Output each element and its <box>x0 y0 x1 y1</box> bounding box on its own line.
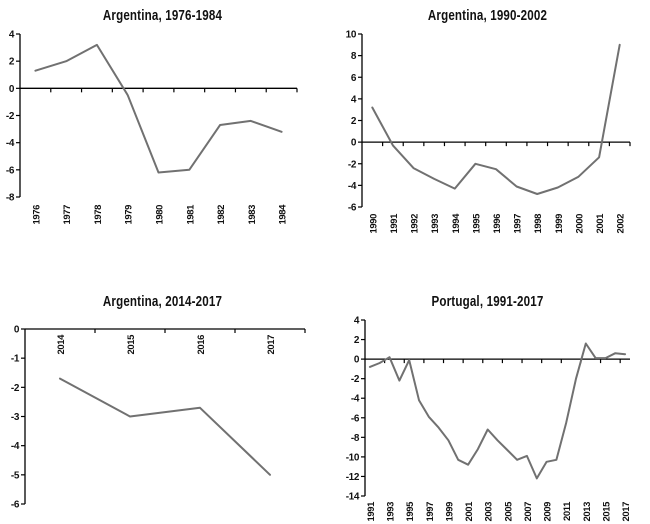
y-tick-label: -5 <box>11 470 20 481</box>
y-tick-label: 2 <box>9 57 15 68</box>
x-tick-label: 1996 <box>492 214 503 234</box>
y-tick-label: -3 <box>11 412 20 423</box>
data-series-line <box>59 377 271 476</box>
line-chart-argentina-1976-1984: 4 2 0 -2 -4 -6 -8 1976 1977 1978 1979 1980 1981 1982 1… <box>6 30 298 225</box>
line-chart-argentina-1990-2002: 10 8 6 4 2 0 -2 -4 -6 1990 1991 1992 1993 1994 1995 199… <box>346 30 631 234</box>
y-tick-label: 2 <box>351 116 357 127</box>
x-tick-label: 2002 <box>616 214 627 234</box>
x-tick-label: 2000 <box>574 214 585 234</box>
x-tick-label: 2003 <box>484 502 495 522</box>
x-tick-label: 2001 <box>464 501 475 522</box>
x-tick-label: 1978 <box>93 205 104 225</box>
y-tick-label: -10 <box>346 452 360 463</box>
y-tick-label: -6 <box>6 165 15 176</box>
chart-title: Argentina, 1990-2002 <box>427 8 548 24</box>
x-tick-label: 2001 <box>595 213 606 234</box>
x-tick-label: 1998 <box>533 214 544 234</box>
y-tick-label: -2 <box>351 374 360 385</box>
x-tick-label: 1999 <box>554 214 565 234</box>
y-tick-label: 4 <box>351 94 357 105</box>
y-tick-label: 6 <box>351 73 357 84</box>
y-tick-label: -14 <box>346 492 360 503</box>
x-tick-label: 1995 <box>405 501 416 522</box>
x-tick-label: 1981 <box>185 204 196 225</box>
x-tick-label: 2016 <box>196 335 207 355</box>
chart-panel-argentina-1976-1984: Argentina, 1976-1984 4 2 0 -2 -4 -6 -8 1976 1977… <box>0 0 325 262</box>
y-tick-label: -8 <box>351 433 360 444</box>
x-tick-label: 1997 <box>513 214 524 234</box>
y-tick-label: -2 <box>348 159 357 170</box>
y-tick-label: 0 <box>14 325 20 336</box>
chart-title: Argentina, 2014-2017 <box>102 294 223 310</box>
y-tick-label: -6 <box>348 203 357 214</box>
chart-title: Argentina, 1976-1984 <box>102 8 223 24</box>
x-tick-label: 1979 <box>124 205 135 225</box>
line-chart-argentina-2014-2017: 0 -1 -2 -3 -4 -5 -6 2014 2015 2016 2017 <box>11 325 306 511</box>
y-tick-label: 4 <box>9 30 15 41</box>
x-tick-label: 1999 <box>444 502 455 522</box>
x-tick-label: 1982 <box>216 205 227 225</box>
y-tick-label: -4 <box>348 181 357 192</box>
x-tick-label: 1997 <box>425 502 436 522</box>
y-tick-label: 0 <box>351 138 357 149</box>
x-tick-label: 2017 <box>266 335 277 355</box>
data-series-line <box>34 43 283 174</box>
y-tick-label: 10 <box>346 30 357 41</box>
x-tick-label: 1990 <box>368 214 379 234</box>
y-tick-label: 0 <box>354 355 360 366</box>
y-tick-label: -2 <box>6 111 15 122</box>
y-tick-label: 4 <box>354 316 360 327</box>
chart-panel-argentina-1990-2002: Argentina, 1990-2002 10 8 6 4 2 0 -2 -4 -6 1990 19… <box>325 0 650 262</box>
x-tick-label: 1991 <box>366 501 377 522</box>
x-tick-label: 2009 <box>543 502 554 522</box>
chart-panel-argentina-2014-2017: Argentina, 2014-2017 0 -1 -2 -3 -4 -5 -6 2014 20… <box>0 262 325 524</box>
y-tick-label: -2 <box>11 383 20 394</box>
x-tick-label: 2011 <box>562 501 573 521</box>
x-tick-label: 1983 <box>247 205 258 225</box>
x-tick-label: 1995 <box>471 213 482 234</box>
y-tick-label: 2 <box>354 335 360 346</box>
x-tick-label: 2015 <box>601 501 612 522</box>
y-tick-label: -8 <box>6 193 15 204</box>
y-tick-label: 8 <box>351 51 357 62</box>
x-tick-label: 2005 <box>503 501 514 522</box>
y-tick-label: -6 <box>351 413 360 424</box>
x-tick-label: 1977 <box>62 205 73 225</box>
x-tick-label: 2007 <box>523 502 534 522</box>
x-tick-label: 1993 <box>430 214 441 234</box>
chart-title: Portugal, 1991-2017 <box>431 294 544 310</box>
data-series-line <box>371 43 621 195</box>
x-tick-label: 2014 <box>56 334 67 355</box>
x-tick-label: 1976 <box>31 205 42 225</box>
y-tick-label: -12 <box>346 472 360 483</box>
data-series-line <box>368 342 627 480</box>
y-tick-label: 0 <box>9 84 15 95</box>
x-tick-label: 2015 <box>126 334 137 355</box>
y-tick-label: -4 <box>351 394 360 405</box>
x-tick-label: 1984 <box>278 204 289 225</box>
line-chart-portugal-1991-2017: 4 2 0 -2 -4 -6 -8 -10 -12 -14 1991 1993 1995 1997 1999… <box>346 316 632 522</box>
y-tick-label: -4 <box>11 441 20 452</box>
x-tick-label: 2017 <box>621 502 632 522</box>
x-tick-label: 1991 <box>389 213 400 234</box>
chart-panel-portugal-1991-2017: Portugal, 1991-2017 4 2 0 -2 -4 -6 -8 -10 -12 -14… <box>325 262 650 524</box>
y-tick-label: -1 <box>11 354 20 365</box>
y-tick-label: -6 <box>11 500 20 511</box>
x-tick-label: 2013 <box>582 502 593 522</box>
x-tick-label: 1994 <box>451 213 462 234</box>
x-tick-label: 1993 <box>386 502 397 522</box>
x-tick-label: 1980 <box>155 205 166 225</box>
x-tick-label: 1992 <box>410 214 421 234</box>
y-tick-label: -4 <box>6 138 15 149</box>
